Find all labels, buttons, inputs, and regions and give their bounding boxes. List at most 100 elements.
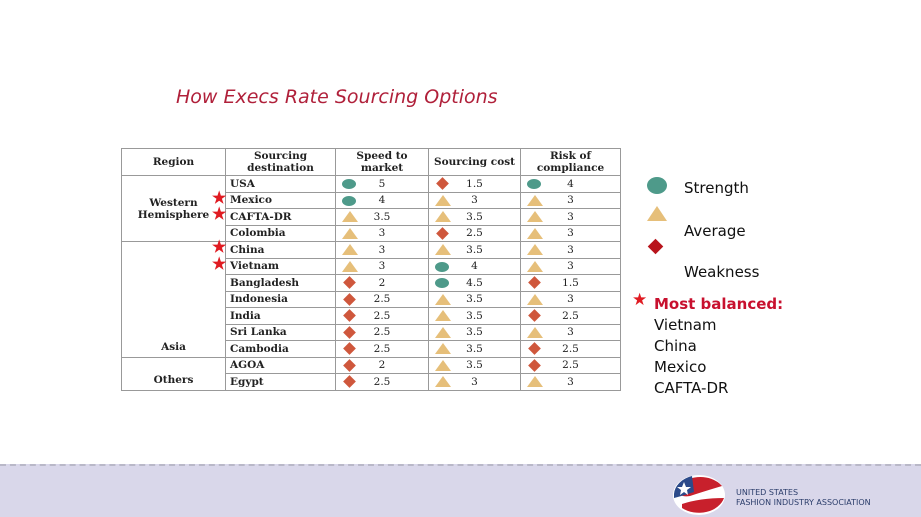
- rating-cell: 2.5: [335, 373, 429, 391]
- destination-label: Sri Lanka: [230, 326, 287, 339]
- strength-circle-icon: [647, 177, 667, 194]
- rating-cell: 3.5: [428, 290, 521, 308]
- rating-value: 4: [378, 194, 386, 207]
- rating-cell: 2.5: [428, 224, 521, 242]
- column-header: Sourcing cost: [428, 148, 521, 176]
- rating-cell: 3.5: [428, 241, 521, 259]
- org-name-line1: UNITED STATES: [736, 488, 799, 497]
- average-triangle-icon: [527, 194, 543, 206]
- average-triangle-icon: [527, 260, 543, 272]
- average-triangle-icon: [342, 211, 358, 222]
- average-triangle-icon: [435, 343, 451, 354]
- rating-value: 2.5: [373, 293, 391, 306]
- destination-label: Cambodia: [230, 342, 289, 355]
- rating-value: 3: [567, 293, 574, 306]
- rating-value: 2.5: [562, 359, 579, 372]
- table-row: Egypt 2.5 3 3: [122, 373, 621, 391]
- rating-value: 3: [471, 375, 478, 388]
- rating-value: 2.5: [562, 342, 579, 355]
- average-triangle-icon: [435, 211, 451, 222]
- destination-label: India: [230, 309, 261, 322]
- weakness-diamond-icon: [436, 226, 449, 240]
- rating-cell: 1.5: [428, 175, 521, 193]
- rating-cell: 2.5: [335, 340, 429, 358]
- destination-label: Indonesia: [230, 293, 288, 306]
- legend-average: Average: [684, 222, 746, 240]
- destination-label: Vietnam: [230, 260, 280, 273]
- rating-cell: 3: [520, 373, 621, 391]
- rating-cell: 4: [520, 175, 621, 193]
- average-triangle-icon: [527, 293, 543, 305]
- destination-label: Bangladesh: [230, 276, 300, 289]
- weakness-diamond-icon: [343, 375, 356, 388]
- weakness-diamond-icon: [528, 358, 541, 372]
- table-row: India 2.5 3.5 2.5: [122, 307, 621, 325]
- rating-cell: 2.5: [335, 290, 429, 308]
- rating-value: 2: [378, 359, 386, 372]
- rating-cell: 3: [335, 241, 429, 259]
- column-header: Region: [121, 148, 226, 176]
- rating-value: 3: [567, 243, 574, 256]
- weakness-diamond-icon: [647, 238, 664, 255]
- rating-value: 3: [567, 194, 574, 207]
- destination-cell: Colombia: [225, 224, 336, 242]
- table-row: Cambodia 2.5 3.5 2.5: [122, 340, 621, 358]
- table-row: Asia ★ China 3 3.5 3: [121, 237, 621, 358]
- star-icon: ★: [212, 237, 227, 256]
- rating-value: 2.5: [562, 309, 579, 322]
- average-triangle-icon: [435, 310, 451, 321]
- rating-cell: 2.5: [335, 323, 429, 341]
- usfia-logo-icon: [673, 475, 725, 515]
- average-triangle-icon: [527, 244, 543, 255]
- rating-value: 3.5: [373, 210, 391, 223]
- rating-value: 3: [567, 210, 574, 223]
- destination-cell: ★ Mexico: [212, 189, 336, 209]
- table-row: ★ Mexico 4 3 3: [122, 189, 621, 209]
- region-cell: Asia: [121, 241, 226, 358]
- balanced-item: China: [654, 337, 697, 355]
- weakness-diamond-icon: [343, 292, 356, 306]
- rating-value: 1.5: [562, 276, 579, 289]
- slide-title: How Execs Rate Sourcing Options: [176, 86, 498, 108]
- rating-cell: 3: [520, 290, 621, 308]
- rating-value: 3.5: [466, 342, 483, 355]
- rating-cell: 3: [520, 241, 621, 259]
- rating-value: 2: [378, 276, 386, 289]
- weakness-diamond-icon: [343, 358, 356, 372]
- table-row: Colombia 3 2.5 3: [122, 224, 621, 242]
- legend-weakness: Weakness: [684, 263, 760, 281]
- destination-cell: ★ Vietnam: [212, 255, 336, 275]
- rating-value: 2.5: [373, 326, 391, 339]
- destination-label: China: [230, 243, 265, 256]
- destination-label: USA: [230, 177, 255, 190]
- rating-value: 3: [378, 260, 386, 273]
- destination-cell: Egypt: [225, 373, 336, 391]
- rating-cell: 3: [520, 257, 621, 275]
- rating-value: 3: [567, 375, 574, 388]
- average-triangle-icon: [527, 326, 543, 338]
- rating-value: 3.5: [466, 326, 483, 339]
- rating-value: 3.5: [466, 309, 483, 322]
- average-triangle-icon: [342, 244, 358, 255]
- average-triangle-icon: [527, 376, 543, 387]
- rating-value: 4: [471, 260, 478, 273]
- rating-cell: 3: [520, 208, 621, 226]
- column-header: Risk of compliance: [520, 148, 621, 176]
- table-row: Others AGOA 2 3.5 2.5: [121, 356, 621, 391]
- rating-cell: 2: [335, 274, 429, 292]
- star-icon: ★: [212, 187, 227, 207]
- org-name-line2: FASHION INDUSTRY ASSOCIATION: [736, 498, 871, 507]
- weakness-diamond-icon: [436, 177, 449, 190]
- weakness-diamond-icon: [528, 342, 541, 355]
- rating-value: 1.5: [466, 177, 483, 190]
- strength-circle-icon: [435, 278, 449, 288]
- legend-strength: Strength: [684, 179, 749, 197]
- weakness-diamond-icon: [343, 342, 356, 355]
- balanced-item: Mexico: [654, 358, 707, 376]
- rating-cell: 3: [335, 257, 429, 275]
- rating-cell: 2.5: [520, 356, 621, 374]
- destination-cell: Bangladesh: [225, 274, 336, 292]
- rating-cell: 3: [428, 373, 521, 391]
- average-triangle-icon: [435, 293, 451, 305]
- rating-cell: 4.5: [428, 274, 521, 292]
